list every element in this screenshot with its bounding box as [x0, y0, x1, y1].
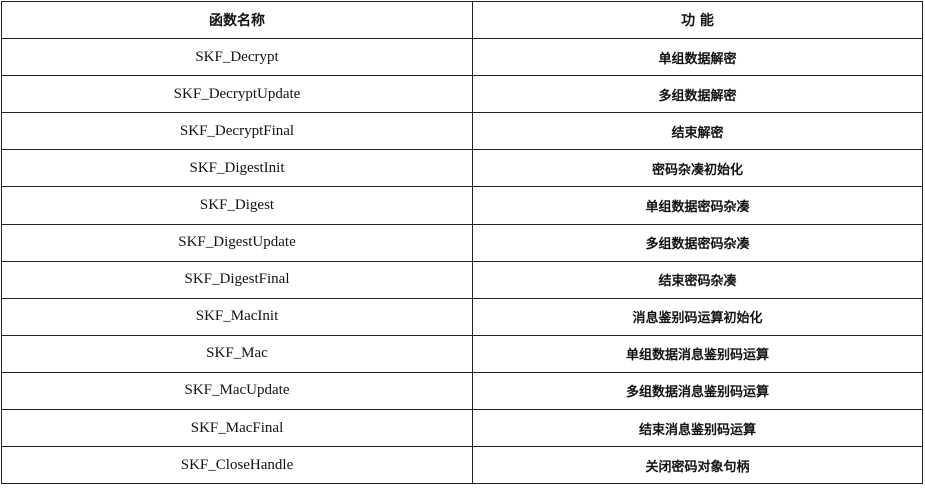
function-description-cell: 多组数据解密 [472, 75, 923, 114]
function-name-cell: SKF_MacInit [1, 297, 473, 336]
function-description-cell: 单组数据解密 [472, 38, 923, 77]
table-row: SKF_MacUpdate 多组数据消息鉴别码运算 [1, 371, 923, 411]
table-row: SKF_Digest 单组数据密码杂凑 [1, 186, 923, 225]
table-row: SKF_DecryptUpdate 多组数据解密 [1, 75, 923, 114]
header-function-name: 函数名称 [1, 0, 473, 40]
table-row: SKF_DigestInit 密码杂凑初始化 [1, 149, 923, 188]
function-name-cell: SKF_MacUpdate [1, 371, 473, 411]
function-description-cell: 密码杂凑初始化 [472, 149, 923, 188]
function-description-cell: 单组数据消息鉴别码运算 [472, 334, 923, 373]
header-function-description: 功 能 [472, 0, 923, 40]
function-description-cell: 结束密码杂凑 [472, 260, 923, 299]
function-name-cell: SKF_CloseHandle [1, 446, 473, 485]
function-name-cell: SKF_DecryptFinal [1, 112, 473, 151]
table-row: SKF_CloseHandle 关闭密码对象句柄 [1, 446, 923, 485]
function-name-cell: SKF_Digest [1, 186, 473, 225]
function-description-cell: 多组数据密码杂凑 [472, 223, 923, 262]
function-name-cell: SKF_DecryptUpdate [1, 75, 473, 114]
table-row: SKF_MacFinal 结束消息鉴别码运算 [1, 409, 923, 448]
header-row: 函数名称 功 能 [1, 0, 923, 40]
function-description-cell: 关闭密码对象句柄 [472, 446, 923, 485]
function-name-cell: SKF_Decrypt [1, 38, 473, 77]
function-description-cell: 结束消息鉴别码运算 [472, 409, 923, 448]
function-name-cell: SKF_MacFinal [1, 409, 473, 448]
function-description-cell: 多组数据消息鉴别码运算 [472, 371, 923, 411]
function-description-cell: 消息鉴别码运算初始化 [472, 297, 923, 336]
table-row: SKF_Mac 单组数据消息鉴别码运算 [1, 334, 923, 373]
function-name-cell: SKF_DigestUpdate [1, 223, 473, 262]
function-description-cell: 结束解密 [472, 112, 923, 151]
table-row: SKF_DigestUpdate 多组数据密码杂凑 [1, 223, 923, 262]
table-row: SKF_MacInit 消息鉴别码运算初始化 [1, 297, 923, 336]
function-name-cell: SKF_DigestInit [1, 149, 473, 188]
table-row: SKF_DecryptFinal 结束解密 [1, 112, 923, 151]
function-name-cell: SKF_Mac [1, 334, 473, 373]
table-row: SKF_Decrypt 单组数据解密 [1, 38, 923, 77]
table-row: SKF_DigestFinal 结束密码杂凑 [1, 260, 923, 299]
function-description-cell: 单组数据密码杂凑 [472, 186, 923, 225]
function-name-cell: SKF_DigestFinal [1, 260, 473, 299]
